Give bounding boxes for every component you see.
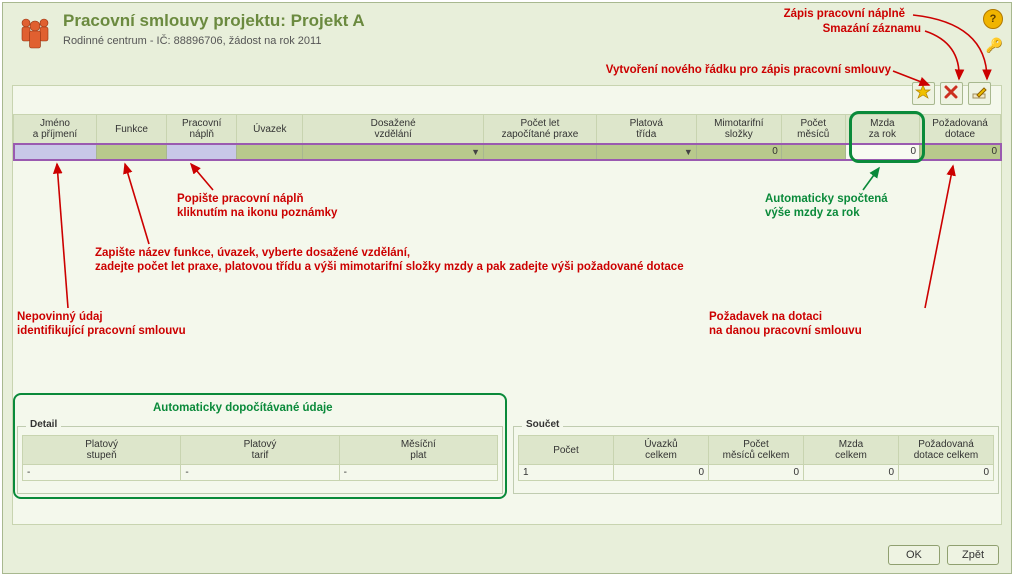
col-praxe: Počet letzapočítané praxe: [484, 115, 597, 144]
col-jmeno: Jménoa příjmení: [14, 115, 97, 144]
annotation-mzda: Automaticky spočtenávýše mzdy za rok: [765, 192, 888, 221]
col-mzda: Mzdaza rok: [845, 115, 919, 144]
detail-table: Platovýstupeň Platovýtarif Měsíčníplat -…: [22, 435, 498, 481]
cell-funkce[interactable]: [96, 144, 166, 160]
edit-row-button[interactable]: [968, 82, 991, 105]
soucet-cell: 0: [709, 465, 804, 481]
help-icon[interactable]: ?: [983, 9, 1003, 29]
cell-napl[interactable]: [167, 144, 237, 160]
soucet-col-mesicu: Početměsíců celkem: [709, 436, 804, 465]
dialog-window: Pracovní smlouvy projektu: Projekt A Rod…: [2, 2, 1012, 574]
page-title: Pracovní smlouvy projektu: Projekt A: [63, 11, 999, 31]
cell-uvazek[interactable]: [237, 144, 303, 160]
chevron-down-icon: ▼: [684, 147, 693, 157]
content-area: Jménoa příjmení Funkce Pracovnínáplň Úva…: [12, 85, 1002, 525]
col-trida: Platovátřída: [596, 115, 696, 144]
cell-trida[interactable]: ▼: [596, 144, 696, 160]
main-table-wrap: Jménoa příjmení Funkce Pracovnínáplň Úva…: [13, 114, 1001, 160]
main-table: Jménoa příjmení Funkce Pracovnínáplň Úva…: [13, 114, 1001, 160]
annotation-funkce: Zapište název funkce, úvazek, vyberte do…: [95, 246, 684, 275]
chevron-down-icon: ▼: [471, 147, 480, 157]
people-icon: [15, 13, 55, 56]
toolbar: [910, 82, 991, 105]
col-dotace: Požadovanádotace: [920, 115, 1001, 144]
footer: OK Zpět: [884, 545, 999, 565]
detail-col-plat: Měsíčníplat: [339, 436, 497, 465]
soucet-cell: 0: [899, 465, 994, 481]
col-mimotarif: Mimotarifnísložky: [696, 115, 781, 144]
detail-cell: -: [339, 465, 497, 481]
detail-cell: -: [23, 465, 181, 481]
detail-panel: Detail Platovýstupeň Platovýtarif Měsíčn…: [17, 426, 503, 494]
soucet-label: Součet: [522, 419, 563, 430]
soucet-row: 1 0 0 0 0: [519, 465, 994, 481]
col-vzdelani: Dosaženévzdělání: [303, 115, 484, 144]
back-button[interactable]: Zpět: [947, 545, 999, 565]
delete-row-button[interactable]: [940, 82, 963, 105]
soucet-col-pocet: Počet: [519, 436, 614, 465]
col-mesicu: Početměsíců: [781, 115, 845, 144]
soucet-cell: 0: [804, 465, 899, 481]
annotation-auto: Automaticky dopočítávané údaje: [153, 401, 333, 415]
col-uvazek: Úvazek: [237, 115, 303, 144]
detail-cell: -: [181, 465, 339, 481]
detail-row: - - -: [23, 465, 498, 481]
cell-mzda: 0: [845, 144, 919, 160]
detail-label: Detail: [26, 419, 61, 430]
cell-praxe[interactable]: [484, 144, 597, 160]
table-row[interactable]: ▼ ▼ 0 0 0: [14, 144, 1001, 160]
page-subtitle: Rodinné centrum - IČ: 88896706, žádost n…: [63, 35, 999, 47]
soucet-col-mzda: Mzdacelkem: [804, 436, 899, 465]
annotation-new: Vytvoření nového řádku pro zápis pracovn…: [606, 63, 891, 77]
soucet-table: Počet Úvazkůcelkem Početměsíců celkem Mz…: [518, 435, 994, 481]
header: Pracovní smlouvy projektu: Projekt A Rod…: [3, 3, 1011, 61]
annotation-pozad: Požadavek na dotacina danou pracovní sml…: [709, 310, 862, 339]
col-napl: Pracovnínáplň: [167, 115, 237, 144]
soucet-col-uvazku: Úvazkůcelkem: [614, 436, 709, 465]
soucet-cell: 0: [614, 465, 709, 481]
cell-jmeno[interactable]: [14, 144, 97, 160]
annotation-napl: Popište pracovní náplňkliknutím na ikonu…: [177, 192, 337, 221]
new-row-button[interactable]: [912, 82, 935, 105]
ok-button[interactable]: OK: [888, 545, 940, 565]
key-icon: 🔑: [986, 37, 1003, 54]
table-header-row: Jménoa příjmení Funkce Pracovnínáplň Úva…: [14, 115, 1001, 144]
detail-col-tarif: Platovýtarif: [181, 436, 339, 465]
soucet-col-dotace: Požadovanádotace celkem: [899, 436, 994, 465]
detail-col-stupen: Platovýstupeň: [23, 436, 181, 465]
soucet-cell: 1: [519, 465, 614, 481]
cell-vzdelani[interactable]: ▼: [303, 144, 484, 160]
cell-mesicu[interactable]: [781, 144, 845, 160]
cell-dotace[interactable]: 0: [920, 144, 1001, 160]
annotation-nepov: Nepovinný údajidentifikující pracovní sm…: [17, 310, 186, 339]
col-funkce: Funkce: [96, 115, 166, 144]
soucet-panel: Součet Počet Úvazkůcelkem Početměsíců ce…: [513, 426, 999, 494]
cell-mimotarif[interactable]: 0: [696, 144, 781, 160]
